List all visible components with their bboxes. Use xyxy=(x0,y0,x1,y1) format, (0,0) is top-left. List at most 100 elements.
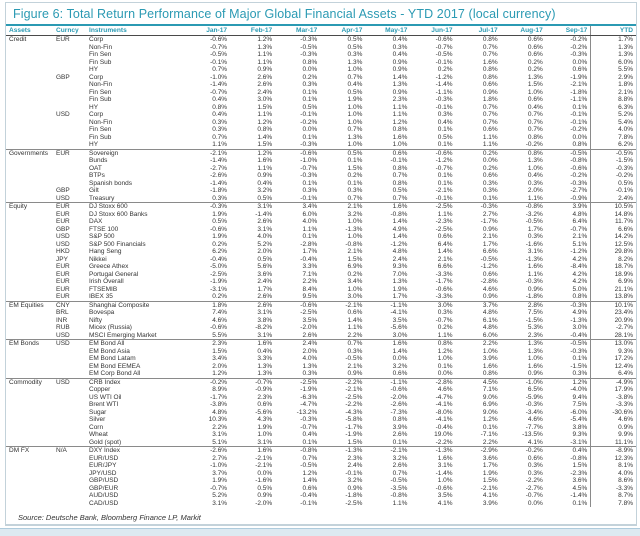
value-cell: -1.9% xyxy=(210,278,228,285)
value-cell: 1.1% xyxy=(257,164,273,172)
value-cell: 9.0% xyxy=(482,408,498,416)
value-cell: 3.4% xyxy=(212,355,228,362)
table-header-row: Assets Curncy Instruments Jan-17 Feb-17 Mar-1… xyxy=(6,26,636,36)
currency-cell xyxy=(53,66,86,74)
value-cell: -0.5% xyxy=(590,148,636,157)
value-cell: 3.6% xyxy=(257,270,273,278)
value-cell: 0.8% xyxy=(572,141,588,148)
value-cell: 0.3% xyxy=(437,309,453,316)
value-cell: -8.0% xyxy=(435,408,453,416)
asset-cell xyxy=(6,485,53,493)
value-cell: -0.7% xyxy=(210,88,228,96)
value-cell: 1.1% xyxy=(527,194,543,202)
value-cell: 8.8% xyxy=(590,96,636,104)
value-cell: 1.4% xyxy=(392,347,408,355)
value-cell: 1.0% xyxy=(347,233,363,240)
table-row: Commodity USD CRB Index -0.2% -0.7% -2.5% -2.2… xyxy=(6,377,636,386)
value-cell: 0.3% xyxy=(527,179,543,187)
column-header: Jun-17 xyxy=(410,26,456,36)
asset-cell xyxy=(6,386,53,394)
value-cell: 0.6% xyxy=(482,172,498,179)
value-cell: 1.1% xyxy=(482,141,498,148)
value-cell: 4.1% xyxy=(527,438,543,446)
value-cell: 0.3% xyxy=(482,187,498,194)
value-cell: 1.2% xyxy=(257,36,273,43)
instrument-cell: OAT xyxy=(89,164,102,172)
value-cell: 1.8% xyxy=(482,96,498,103)
value-cell: 0.9% xyxy=(257,172,273,179)
currency-cell xyxy=(53,157,86,165)
value-cell: -6.0% xyxy=(570,408,588,416)
value-cell: 7.1% xyxy=(482,386,498,393)
value-cell: -0.6% xyxy=(390,386,408,393)
value-cell: 0.3% xyxy=(302,370,318,377)
value-cell: 0.8% xyxy=(392,179,408,187)
value-cell: 10.3% xyxy=(208,416,228,423)
value-cell: -0.7% xyxy=(210,43,228,51)
currency-cell: EUR xyxy=(56,263,70,270)
currency-cell xyxy=(53,386,86,394)
instrument-cell: DJ Stoxx 600 xyxy=(86,202,185,211)
value-cell: -4.1% xyxy=(390,309,408,316)
value-cell: -3.1% xyxy=(570,438,588,446)
instrument-cell: GBP/EUR xyxy=(89,484,119,492)
value-cell: 3.6% xyxy=(572,477,588,484)
value-cell: -0.8% xyxy=(345,240,363,248)
table-row: Fin Sen -0.7% 2.4% 0.1% 0.5% 0.9% -1.1% 0.9% 1.0… xyxy=(6,88,636,96)
value-cell: 0.0% xyxy=(482,157,498,164)
value-cell: 0.2% xyxy=(212,240,228,248)
value-cell: 2.3% xyxy=(347,454,363,462)
value-cell: 1.5% xyxy=(527,81,543,88)
asset-cell xyxy=(6,401,53,409)
value-cell: 0.7% xyxy=(392,469,408,477)
value-cell: 7.1% xyxy=(302,270,318,278)
value-cell: -5.0% xyxy=(210,263,228,270)
instrument-cell: Treasury xyxy=(89,194,115,202)
instrument-cell: MSCI Emerging Market xyxy=(89,331,157,339)
table-row: EUR/USD 2.7% -2.1% 0.7% 2.3% 3.2% 1.6% 3.6% 0.6%… xyxy=(6,454,636,462)
value-cell: -0.3% xyxy=(570,347,588,355)
value-cell: -2.7% xyxy=(590,324,636,332)
value-cell: 0.2% xyxy=(347,172,363,179)
value-cell: 0.4% xyxy=(437,118,453,126)
value-cell: 1.0% xyxy=(347,111,363,118)
asset-cell: EM Equities xyxy=(6,300,53,309)
asset-cell xyxy=(6,431,53,439)
value-cell: 0.1% xyxy=(482,423,498,431)
value-cell: 1.7% xyxy=(482,462,498,469)
value-cell: -0.3% xyxy=(570,51,588,58)
value-cell: 0.7% xyxy=(320,339,366,348)
value-cell: 0.9% xyxy=(482,88,498,96)
table-row: GBP Corp -1.0% 2.6% 0.2% 0.7% 1.4% -1.2% 0.8% 1.3… xyxy=(6,73,636,81)
instrument-cell: DAX xyxy=(89,218,103,225)
value-cell: 1.6% xyxy=(365,202,411,211)
value-cell: 10.1% xyxy=(590,300,636,309)
table-row: EM Bond Latam 3.4% 3.3% 4.0% -0.5% 0.0% 1.0% 3.… xyxy=(6,355,636,363)
value-cell: 1.1% xyxy=(212,141,228,148)
value-cell: 1.0% xyxy=(527,88,543,96)
value-cell: -0.3% xyxy=(300,141,318,148)
instrument-cell: CAD/USD xyxy=(89,499,119,507)
value-cell: 0.7% xyxy=(212,133,228,141)
instrument-cell: Nikkei xyxy=(89,255,107,263)
asset-cell xyxy=(6,66,53,74)
value-cell: 6.3% xyxy=(590,103,636,111)
value-cell: -1.5% xyxy=(570,362,588,370)
value-cell: 2.1% xyxy=(482,233,498,240)
value-cell: 0.6% xyxy=(347,309,363,316)
value-cell: 3.4% xyxy=(275,202,321,211)
table-row: USD Treasury 0.3% 0.5% -0.1% 0.7% 0.7% -0.1% 0.1… xyxy=(6,194,636,203)
value-cell: 7.0% xyxy=(392,270,408,278)
value-cell: -0.2% xyxy=(300,118,318,126)
value-cell: 0.9% xyxy=(347,484,363,492)
value-cell: -8.2% xyxy=(255,324,273,331)
value-cell: 1.3% xyxy=(527,157,543,164)
value-cell: 0.6% xyxy=(527,43,543,51)
value-cell: 1.2% xyxy=(482,416,498,423)
asset-cell xyxy=(6,141,53,149)
currency-cell xyxy=(53,485,86,493)
asset-cell xyxy=(6,439,53,447)
value-cell: -1.0% xyxy=(300,157,318,164)
instrument-cell: Fin Sub xyxy=(89,96,112,103)
value-cell: -3.3% xyxy=(590,484,636,492)
